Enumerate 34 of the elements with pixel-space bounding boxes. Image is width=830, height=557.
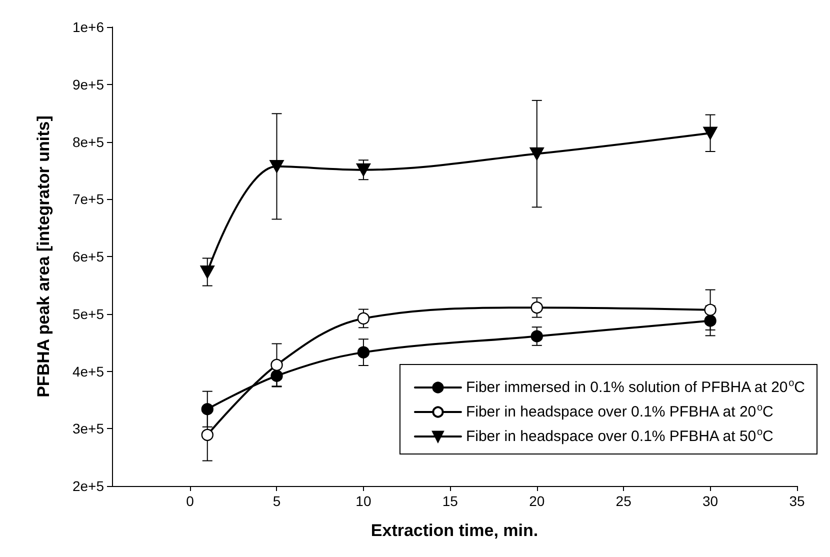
y-tick-label: 5e+5	[72, 306, 104, 322]
point	[704, 304, 716, 316]
x-tick-label: 5	[272, 493, 281, 509]
x-axis-title: Extraction time, min.	[370, 521, 538, 540]
x-tick-label: 15	[442, 493, 458, 509]
y-tick-label: 2e+5	[72, 478, 104, 494]
y-tick-label: 1e+6	[72, 19, 104, 35]
y-tick-label: 4e+5	[72, 363, 104, 380]
y-tick-label: 6e+5	[72, 248, 104, 264]
point	[200, 266, 214, 278]
point	[356, 163, 371, 176]
x-tick-label: 25	[616, 493, 632, 509]
point	[703, 126, 718, 140]
y-tick-label: 3e+5	[72, 420, 104, 437]
point	[270, 160, 284, 173]
x-tick-label: 0	[186, 493, 194, 509]
y-tick-label: 9e+5	[72, 76, 104, 92]
point	[530, 330, 543, 342]
point	[270, 358, 283, 372]
point	[704, 314, 716, 327]
point	[201, 403, 214, 416]
point	[357, 346, 370, 358]
x-tick-label: 35	[789, 493, 805, 509]
x-tick-label: 30	[702, 493, 718, 509]
y-tick-label: 7e+5	[72, 191, 104, 208]
y-tick-label: 8e+5	[72, 134, 104, 150]
x-tick-label: 20	[529, 493, 545, 509]
point	[357, 312, 370, 325]
point	[530, 301, 543, 314]
point	[201, 428, 214, 442]
x-tick-label: 10	[356, 493, 372, 509]
point	[530, 147, 544, 160]
point	[270, 370, 283, 382]
y-axis-title: PFBHA peak area [integrator units]	[34, 116, 53, 398]
